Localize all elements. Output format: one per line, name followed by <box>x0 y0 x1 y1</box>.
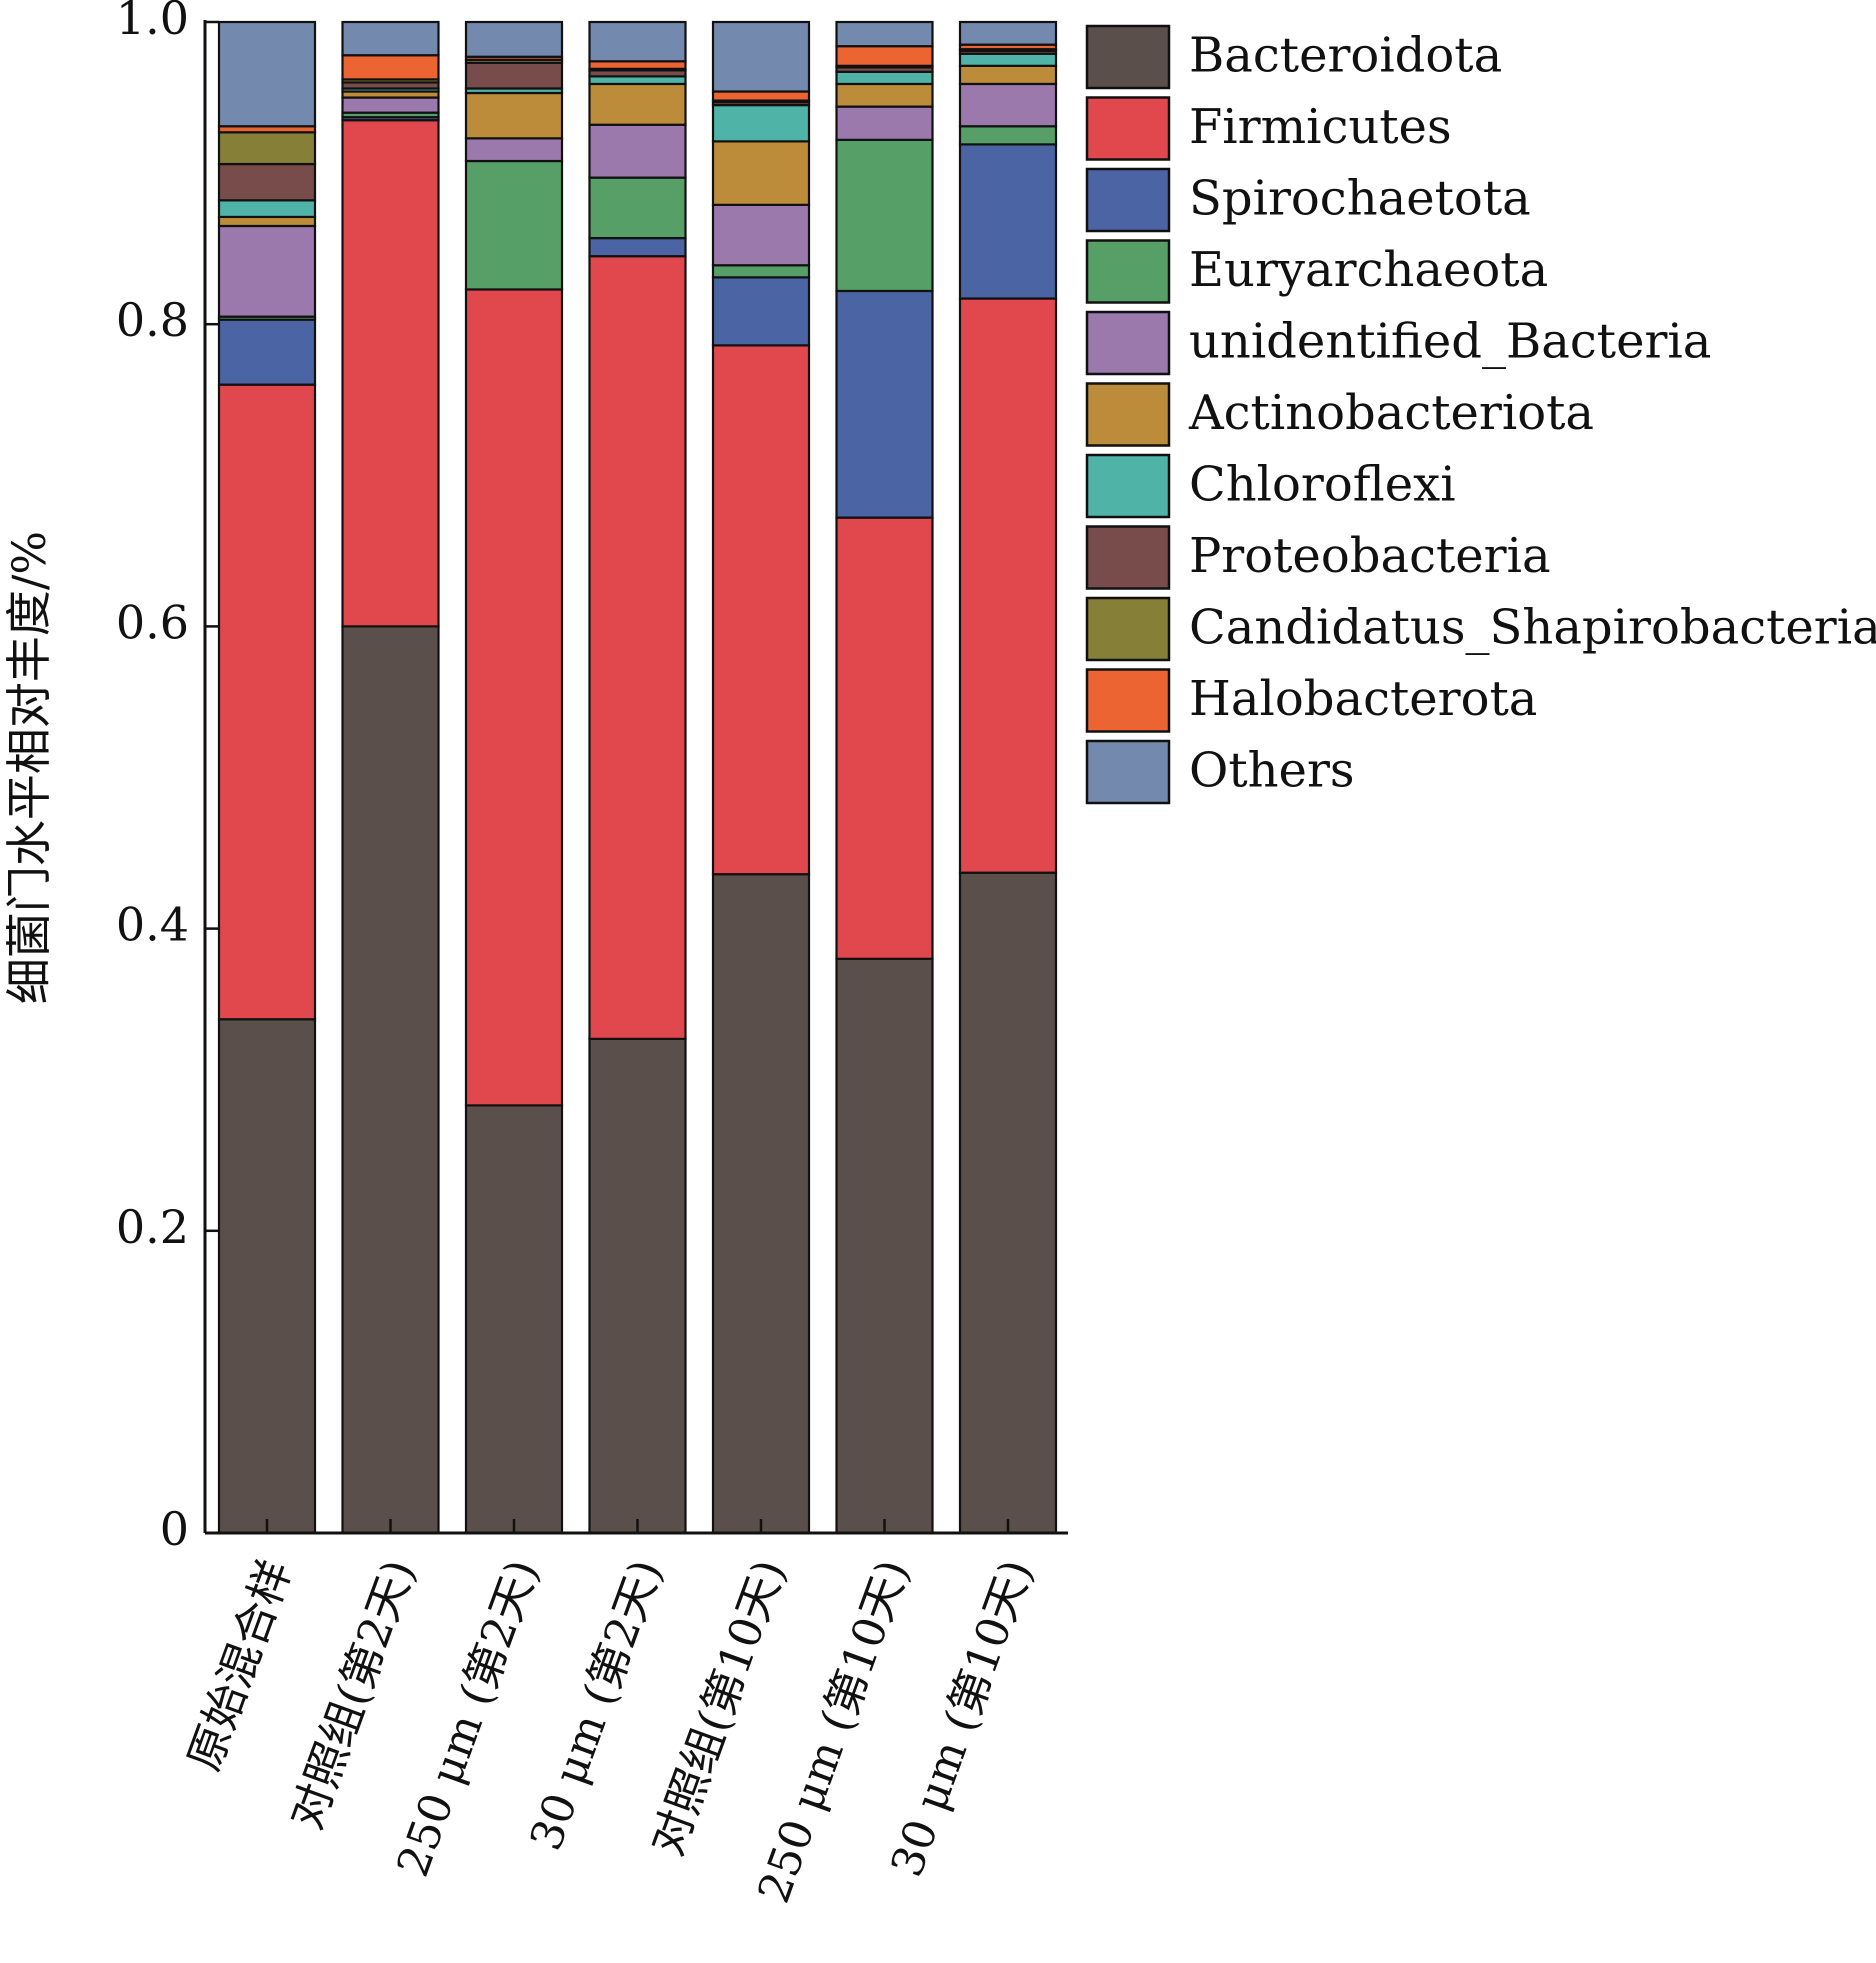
bar-segment-2-3 <box>464 159 564 291</box>
bar-segment-0-5 <box>217 215 317 228</box>
legend-swatch <box>1085 24 1171 90</box>
bar-segment-1-9 <box>341 54 440 81</box>
bar-segment-3-9 <box>588 60 687 70</box>
bar-segment-2-5 <box>464 91 564 140</box>
bar-segment-1-4 <box>341 96 440 114</box>
legend-label: Firmicutes <box>1189 99 1452 155</box>
bar-segment-3-0 <box>588 1037 687 1535</box>
legend-label: Chloroflexi <box>1189 457 1456 513</box>
bar-segment-0-1 <box>217 383 317 1021</box>
legend-swatch <box>1085 96 1171 161</box>
legend-swatch <box>1085 310 1171 376</box>
bar-segment-3-2 <box>588 236 687 258</box>
bar-segment-5-5 <box>835 82 934 108</box>
legend-swatch <box>1085 382 1171 447</box>
bar-segment-4-4 <box>711 203 811 267</box>
bar-segment-4-3 <box>711 264 811 279</box>
legend-swatch <box>1085 453 1171 519</box>
bar-segment-4-6 <box>711 104 811 143</box>
bar-segment-2-4 <box>464 137 564 163</box>
bar-segment-1-10 <box>341 20 440 57</box>
bar-segment-1-0 <box>341 625 440 1535</box>
legend-label: Spirochaetota <box>1189 171 1531 227</box>
y-axis-title: 细菌门水平相对丰度/% <box>2 531 56 1004</box>
bar-segment-5-0 <box>835 957 934 1535</box>
bar-segment-0-0 <box>217 1018 317 1535</box>
bar-segment-3-4 <box>588 123 687 179</box>
bar-segment-0-8 <box>217 131 317 166</box>
bar-segment-0-10 <box>217 20 317 128</box>
legend-label: Candidatus_Shapirobacteria <box>1189 600 1876 656</box>
bar-segment-6-1 <box>958 297 1058 874</box>
bar-segment-0-2 <box>217 318 317 386</box>
legend-label: Proteobacteria <box>1189 528 1551 584</box>
bar-segment-1-1 <box>341 119 440 628</box>
bar-segment-3-6 <box>588 75 687 86</box>
legend-swatch <box>1085 239 1171 304</box>
legend-swatch <box>1085 596 1171 662</box>
bar-segment-6-2 <box>958 143 1058 300</box>
y-tick-label: 1.0 <box>116 0 189 45</box>
legend-swatch <box>1085 668 1171 733</box>
bar-segment-2-10 <box>464 20 564 58</box>
bar-segment-6-3 <box>958 125 1058 146</box>
legend-label: Bacteroidota <box>1189 28 1502 84</box>
x-tick-label: 对照组(第10天) <box>642 1553 796 1862</box>
bar-segment-2-7 <box>464 61 564 90</box>
legend: Bacteroidota Firmicutes Spirochaetota Eurya… <box>1085 24 1876 805</box>
bar-segment-5-2 <box>835 289 934 519</box>
bar-segment-5-10 <box>835 20 934 48</box>
legend-swatch <box>1085 525 1171 590</box>
legend-label: Actinobacteriota <box>1188 385 1594 441</box>
bar-segment-4-2 <box>711 276 811 347</box>
legend-swatch <box>1085 739 1171 805</box>
bar-segment-2-1 <box>464 288 564 1107</box>
bar-segment-4-9 <box>711 90 811 102</box>
x-tick-label: 对照组(第2天) <box>281 1553 425 1836</box>
bar-segment-6-4 <box>958 82 1058 128</box>
legend-label: Euryarchaeota <box>1189 242 1548 298</box>
y-tick-label: 0 <box>160 1502 189 1556</box>
bar-segment-5-1 <box>835 516 934 960</box>
x-tick-label: 原始混合样 <box>179 1553 302 1777</box>
y-tick-label: 0.2 <box>116 1200 189 1254</box>
y-tick-label: 0.8 <box>116 293 189 347</box>
y-tick-label: 0.4 <box>116 898 189 952</box>
bar-segment-6-0 <box>958 871 1058 1535</box>
bar-segment-5-4 <box>835 105 934 141</box>
bar-segment-6-6 <box>958 52 1058 67</box>
legend-swatch <box>1085 167 1171 233</box>
bar-segment-5-6 <box>835 70 934 86</box>
bar-segment-0-4 <box>217 224 317 318</box>
bar-segment-5-9 <box>835 45 934 67</box>
bar-segment-4-10 <box>711 20 811 93</box>
bar-segment-3-3 <box>588 176 687 240</box>
bar-segment-0-7 <box>217 162 317 202</box>
bar-segment-6-10 <box>958 20 1058 46</box>
bar-segment-0-6 <box>217 199 317 219</box>
bar-segment-6-5 <box>958 64 1058 86</box>
y-tick-label: 0.6 <box>116 595 189 649</box>
bar-segment-3-10 <box>588 20 687 63</box>
bar-segment-2-0 <box>464 1104 564 1535</box>
legend-label: unidentified_Bacteria <box>1189 314 1711 370</box>
legend-label: Halobacterota <box>1189 671 1537 727</box>
bars-layer <box>217 20 1058 1535</box>
x-tick-label: 30 μm (第2天) <box>521 1553 673 1857</box>
bar-segment-5-3 <box>835 138 934 293</box>
bar-segment-4-0 <box>711 873 811 1535</box>
legend-label: Others <box>1189 743 1355 799</box>
bar-segment-3-1 <box>588 255 687 1041</box>
bar-segment-4-5 <box>711 140 811 206</box>
bar-segment-3-5 <box>588 82 687 126</box>
bar-segment-4-1 <box>711 344 811 876</box>
